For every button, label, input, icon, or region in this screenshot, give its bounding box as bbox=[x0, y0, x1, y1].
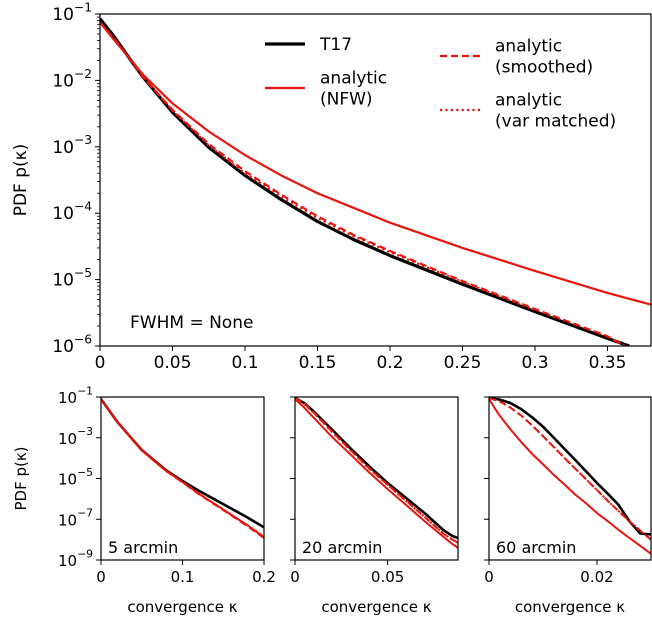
legend-label: analytic bbox=[495, 91, 562, 111]
y-tick-label: 10−5 bbox=[58, 466, 93, 488]
x-axis-label: convergence κ bbox=[321, 598, 431, 616]
y-tick-label: 10−1 bbox=[58, 384, 93, 406]
y-tick-label: 10−3 bbox=[58, 425, 93, 447]
axes-frame bbox=[99, 13, 652, 347]
x-tick-label: 0 bbox=[484, 568, 494, 586]
series-line-2 bbox=[100, 21, 651, 306]
series-line-1 bbox=[295, 397, 458, 540]
x-tick-label: 0.25 bbox=[444, 353, 482, 373]
x-tick-label: 0 bbox=[95, 353, 106, 373]
x-tick-label: 0.05 bbox=[371, 568, 404, 586]
series-line-2 bbox=[295, 398, 458, 549]
series-group bbox=[100, 17, 651, 346]
panel-2: 0 0.1 0.2 10−9 10−7 10−5 10−3 10−1 PDF p(κ) conve… bbox=[12, 384, 276, 616]
x-axis-label: convergence κ bbox=[515, 598, 625, 616]
panel-3: 0 0.05 convergence κ 20 arcmin bbox=[290, 396, 459, 616]
legend-label: analytic bbox=[320, 69, 387, 89]
series-line-4 bbox=[295, 397, 458, 544]
panel-4: 0 0.02 convergence κ 60 arcmin bbox=[484, 396, 652, 616]
y-tick-label: 10−4 bbox=[52, 199, 92, 224]
series-line-4 bbox=[489, 397, 651, 541]
y-tick-label: 10−1 bbox=[52, 0, 92, 25]
axes-frame bbox=[100, 396, 265, 561]
x-tick-label: 0.3 bbox=[521, 353, 548, 373]
series-group bbox=[101, 398, 264, 539]
series-line-1 bbox=[101, 398, 264, 529]
series-line-1 bbox=[489, 397, 651, 536]
panel-annotation: 20 arcmin bbox=[302, 538, 382, 557]
x-tick-label: 0.2 bbox=[376, 353, 403, 373]
y-tick-label: 10−7 bbox=[58, 507, 93, 529]
y-tick-label: 10−9 bbox=[58, 547, 93, 569]
x-tick-label: 0.15 bbox=[299, 353, 337, 373]
y-tick-label: 10−6 bbox=[52, 332, 92, 357]
y-axis-label: PDF p(κ) bbox=[12, 446, 30, 510]
x-tick-label: 0.2 bbox=[252, 568, 276, 586]
legend-label: (smoothed) bbox=[495, 58, 593, 78]
series-line-2 bbox=[489, 398, 651, 555]
series-group bbox=[489, 397, 651, 555]
x-axis-label: convergence κ bbox=[127, 598, 237, 616]
series-line-4 bbox=[101, 398, 264, 538]
legend-label: (var matched) bbox=[495, 112, 616, 132]
legend-label: (NFW) bbox=[320, 90, 373, 110]
y-tick-label: 10−5 bbox=[52, 265, 92, 290]
x-tick-label: 0.35 bbox=[589, 353, 627, 373]
panel-1: 0 0.05 0.1 0.15 0.2 0.25 0.3 0.35 10−6 10−5 10−4 10… bbox=[11, 0, 652, 373]
y-tick-label: 10−2 bbox=[52, 66, 92, 91]
series-line-2 bbox=[101, 398, 264, 539]
x-tick-label: 0.1 bbox=[171, 568, 195, 586]
panel-annotation: FWHM = None bbox=[130, 313, 253, 333]
x-tick-label: 0 bbox=[290, 568, 300, 586]
x-tick-label: 0.1 bbox=[231, 353, 258, 373]
y-axis-label: PDF p(κ) bbox=[11, 144, 31, 217]
panel-annotation: 5 arcmin bbox=[108, 538, 178, 557]
x-tick-label: 0.05 bbox=[154, 353, 192, 373]
series-group bbox=[295, 397, 458, 549]
y-tick-label: 10−3 bbox=[52, 133, 92, 158]
x-tick-label: 0 bbox=[96, 568, 106, 586]
legend: T17analytic(NFW)analytic(smoothed)analyt… bbox=[265, 35, 616, 132]
x-tick-label: 0.02 bbox=[580, 568, 613, 586]
panel-annotation: 60 arcmin bbox=[496, 538, 576, 557]
series-line-3 bbox=[489, 397, 651, 541]
legend-label: T17 bbox=[319, 35, 352, 55]
series-line-3 bbox=[101, 398, 264, 539]
legend-label: analytic bbox=[495, 37, 562, 57]
